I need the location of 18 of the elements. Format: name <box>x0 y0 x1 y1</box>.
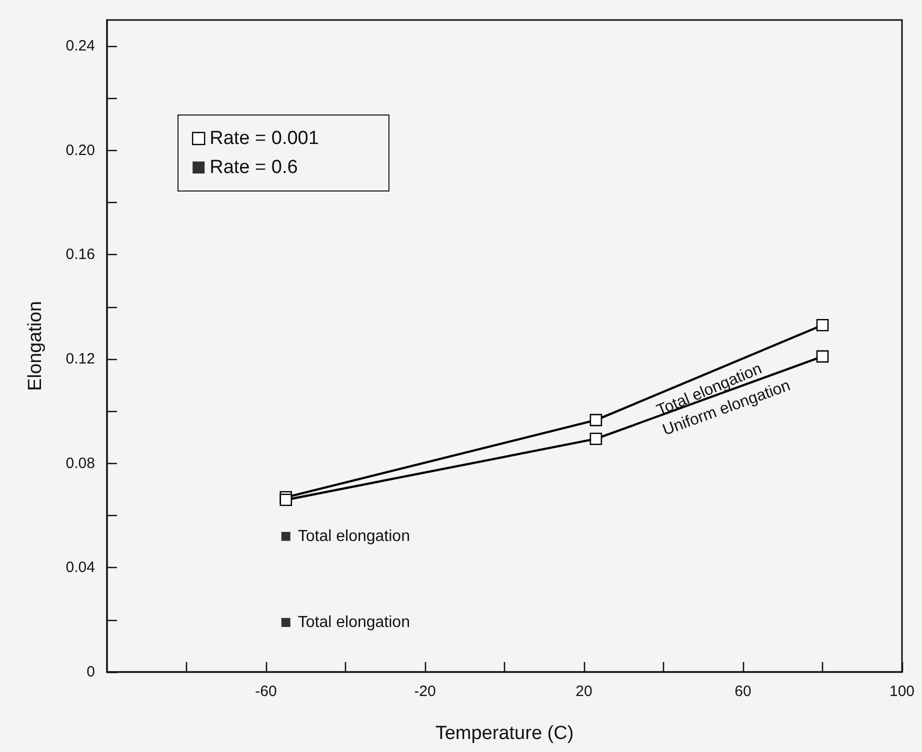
annotation: Total elongation <box>298 528 410 545</box>
x-tick-label: -20 <box>414 683 436 700</box>
y-tick-label: 0.04 <box>66 559 95 576</box>
legend-label: Rate = 0.001 <box>210 128 319 149</box>
y-tick-label: 0.16 <box>66 246 95 264</box>
x-tick-label: -60 <box>255 683 277 700</box>
x-axis-title: Temperature (C) <box>435 723 574 744</box>
y-tick-label: 0.12 <box>66 350 95 368</box>
y-axis-title: Elongation <box>25 301 46 391</box>
x-tick-label: 60 <box>734 683 752 700</box>
y-tick-label: 0.24 <box>66 38 95 55</box>
y-tick-label: 0.08 <box>66 454 95 472</box>
y-tick-label: 0 <box>86 664 95 680</box>
x-tick-label: 100 <box>889 683 915 700</box>
y-tick-label: 0.20 <box>66 142 95 159</box>
x-tick-label: 20 <box>576 683 592 700</box>
annotation: Total elongation <box>298 614 410 631</box>
legend-label: Rate = 0.6 <box>210 157 298 178</box>
